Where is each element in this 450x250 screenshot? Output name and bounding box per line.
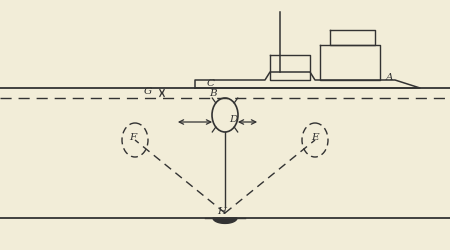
Text: F: F xyxy=(130,134,137,142)
Text: B: B xyxy=(209,88,217,98)
Polygon shape xyxy=(213,218,237,224)
Text: A: A xyxy=(386,74,394,82)
Text: C: C xyxy=(207,80,215,88)
Text: H: H xyxy=(217,208,226,216)
Text: G: G xyxy=(144,88,152,96)
Text: E: E xyxy=(311,134,319,142)
Text: D: D xyxy=(229,116,237,124)
